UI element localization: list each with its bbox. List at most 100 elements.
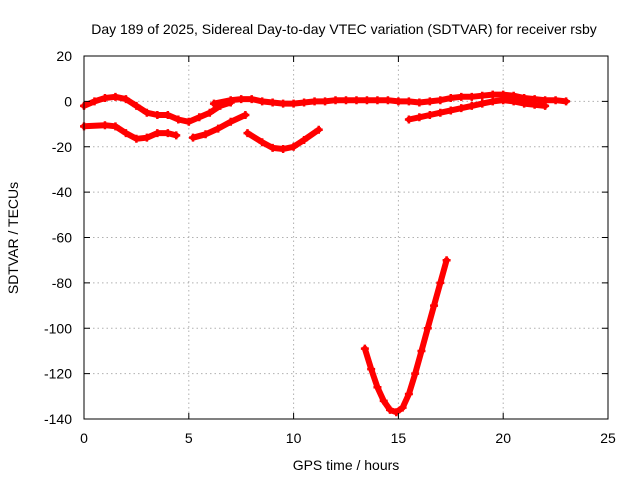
data-point xyxy=(100,121,109,130)
y-tick-label: -60 xyxy=(52,230,72,246)
x-tick-label: 20 xyxy=(495,430,511,446)
data-point xyxy=(111,122,120,131)
data-point xyxy=(373,96,382,105)
series-arc-2 xyxy=(80,121,181,143)
data-point xyxy=(488,90,497,99)
data-point xyxy=(100,93,109,102)
y-tick-label: -40 xyxy=(52,184,72,200)
data-point xyxy=(314,125,323,134)
x-tick-label: 15 xyxy=(391,430,407,446)
data-point xyxy=(247,95,256,104)
data-point xyxy=(111,92,120,101)
data-point xyxy=(411,369,420,378)
y-tick-label: -120 xyxy=(44,366,72,382)
data-point xyxy=(195,113,204,122)
data-point xyxy=(379,396,388,405)
data-point xyxy=(457,92,466,101)
series-arc-6 xyxy=(404,96,550,124)
data-series-group xyxy=(80,90,571,417)
data-point xyxy=(163,129,172,138)
x-tick-label: 5 xyxy=(185,430,193,446)
data-point xyxy=(425,110,434,119)
data-point xyxy=(226,96,235,105)
data-point xyxy=(174,115,183,124)
y-tick-label: -100 xyxy=(44,320,72,336)
data-point xyxy=(279,145,288,154)
data-point xyxy=(153,129,162,138)
x-tick-labels: 0 5 10 15 20 25 xyxy=(80,430,616,446)
axis-ticks xyxy=(83,55,609,420)
data-point xyxy=(415,113,424,122)
data-point xyxy=(478,91,487,100)
data-point xyxy=(430,301,439,310)
data-point xyxy=(209,99,218,108)
series-arc-1 xyxy=(80,92,235,126)
y-tick-label: -80 xyxy=(52,275,72,291)
data-point xyxy=(362,96,371,105)
y-tick-label: -140 xyxy=(44,411,72,427)
y-axis-label: SDTVAR / TECUs xyxy=(5,182,21,294)
data-point xyxy=(258,97,267,106)
data-point xyxy=(417,346,426,355)
data-point xyxy=(488,97,497,106)
data-point xyxy=(423,324,432,333)
data-point xyxy=(373,383,382,392)
data-point xyxy=(436,96,445,105)
data-point xyxy=(237,95,246,104)
data-point xyxy=(467,101,476,110)
data-point xyxy=(201,130,210,139)
data-point xyxy=(478,99,487,108)
data-point xyxy=(214,124,223,133)
data-point xyxy=(404,115,413,124)
data-point xyxy=(442,256,451,265)
y-tick-labels: 20 0 -20 -40 -60 -80 -100 -120 -140 xyxy=(44,48,72,427)
data-point xyxy=(321,97,330,106)
data-point xyxy=(163,110,172,119)
series-arc-3 xyxy=(188,110,250,142)
data-point xyxy=(289,142,298,151)
chart-title: Day 189 of 2025, Sidereal Day-to-day VTE… xyxy=(91,21,597,37)
data-point xyxy=(300,98,309,107)
y-tick-label: 0 xyxy=(64,93,72,109)
x-tick-label: 25 xyxy=(600,430,616,446)
data-point xyxy=(279,99,288,108)
data-point xyxy=(142,108,151,117)
data-point xyxy=(398,403,407,412)
series-line xyxy=(211,91,570,107)
series-arc-7 xyxy=(360,256,451,417)
data-point xyxy=(541,101,550,110)
data-point xyxy=(383,96,392,105)
data-point xyxy=(241,110,250,119)
data-point xyxy=(509,97,518,106)
series-arc-4 xyxy=(209,90,571,108)
data-point xyxy=(446,106,455,115)
data-point xyxy=(289,99,298,108)
data-point xyxy=(258,138,267,147)
series-arc-5 xyxy=(243,125,323,154)
data-point xyxy=(142,133,151,142)
series-line xyxy=(81,122,180,142)
data-point xyxy=(530,100,539,109)
data-point xyxy=(415,98,424,107)
data-point xyxy=(268,143,277,152)
data-point xyxy=(121,95,130,104)
data-point xyxy=(153,110,162,119)
data-point xyxy=(436,278,445,287)
y-tick-label: -20 xyxy=(52,139,72,155)
data-point xyxy=(467,92,476,101)
data-point xyxy=(404,390,413,399)
data-point xyxy=(404,97,413,106)
x-tick-label: 0 xyxy=(80,430,88,446)
data-point xyxy=(394,97,403,106)
data-point xyxy=(367,365,376,374)
data-point xyxy=(425,97,434,106)
data-point xyxy=(520,99,529,108)
data-point xyxy=(446,93,455,102)
data-point xyxy=(457,104,466,113)
data-point xyxy=(352,96,361,105)
data-point xyxy=(310,97,319,106)
data-point xyxy=(121,129,130,138)
y-tick-label: 20 xyxy=(56,48,72,64)
data-point xyxy=(551,96,560,105)
data-point xyxy=(300,135,309,144)
